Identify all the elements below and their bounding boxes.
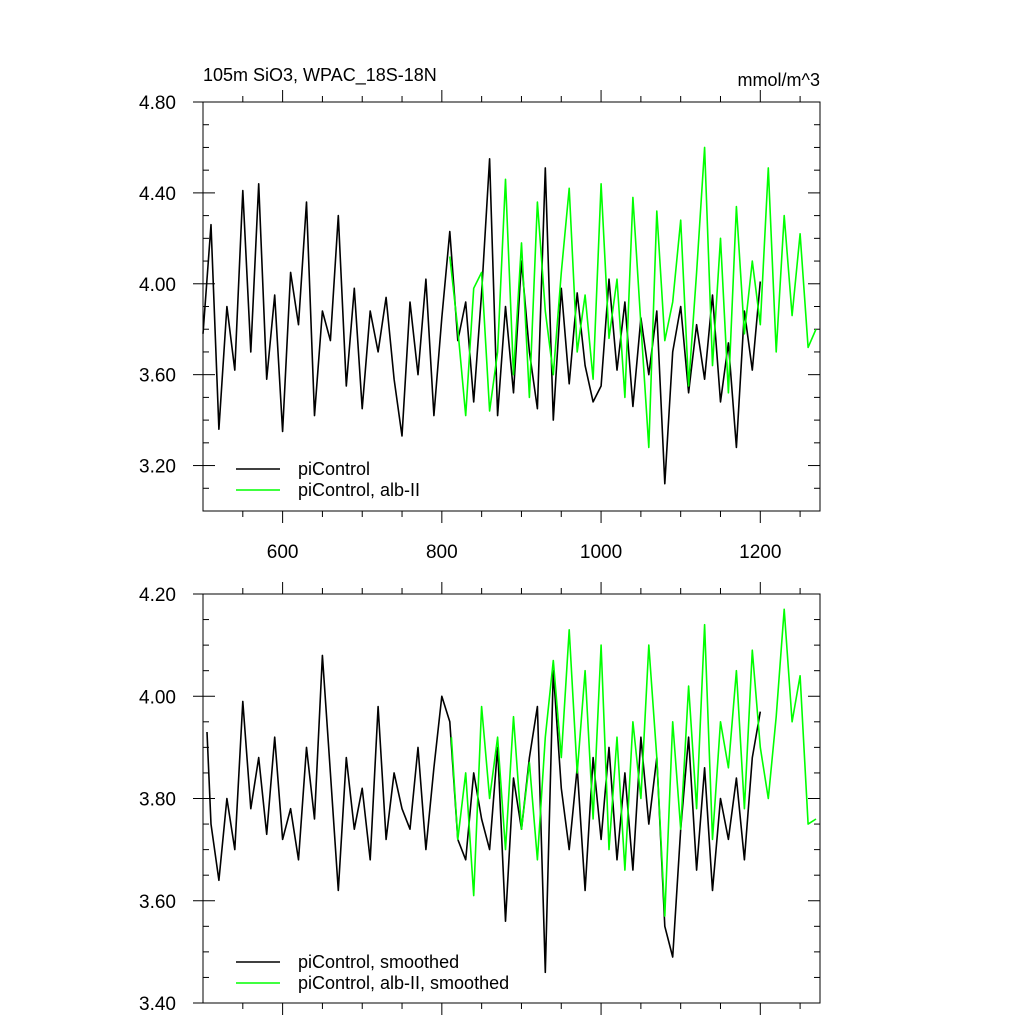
bottom-y-tick-label: 4.00 [139, 687, 176, 708]
top-x-tick-label: 800 [426, 542, 458, 563]
bottom-series-line-alb-ii [450, 608, 817, 917]
top-y-tick-label: 4.40 [139, 184, 176, 205]
bottom-panel-ticks: 3.40 3.60 3.80 4.00 4.20 [139, 582, 820, 1015]
top-x-tick-label: 1200 [739, 542, 781, 563]
bottom-panel-series [206, 608, 817, 974]
top-panel-series [202, 146, 817, 485]
top-x-tick-label: 1000 [580, 542, 622, 563]
top-panel: 105m SiO3, WPAC_18S-18N mmol/m^3 3.20 3.6… [139, 65, 821, 563]
bottom-y-tick-label: 3.40 [139, 994, 176, 1015]
legend-label-alb-ii-smoothed: piControl, alb-II, smoothed [298, 973, 509, 993]
top-plot-frame [202, 101, 821, 512]
bottom-y-tick-label: 3.60 [139, 892, 176, 913]
top-series-line-picontrol [202, 158, 762, 485]
bottom-series-line-picontrol [206, 654, 762, 974]
top-panel-units: mmol/m^3 [738, 70, 820, 90]
bottom-y-tick-label: 3.80 [139, 790, 176, 811]
bottom-panel: 3.40 3.60 3.80 4.00 4.20 piControl, smoothed… [139, 582, 821, 1015]
top-y-tick-label: 4.00 [139, 275, 176, 296]
legend-label-picontrol: piControl [298, 459, 370, 479]
bottom-y-tick-label: 4.20 [139, 585, 176, 606]
top-panel-ticks: 3.20 3.60 4.00 4.40 4.80 600 800 1000 1200 [139, 90, 820, 563]
legend-label-alb-ii: piControl, alb-II [298, 480, 420, 500]
top-y-tick-label: 3.20 [139, 457, 176, 478]
top-y-tick-label: 4.80 [139, 93, 176, 114]
top-series-line-alb-ii [449, 146, 817, 449]
legend-label-picontrol-smoothed: piControl, smoothed [298, 952, 459, 972]
top-y-tick-label: 3.60 [139, 366, 176, 387]
bottom-plot-frame [202, 593, 821, 1004]
top-panel-title: 105m SiO3, WPAC_18S-18N [203, 65, 437, 86]
bottom-legend: piControl, smoothed piControl, alb-II, s… [236, 952, 509, 993]
top-legend: piControl piControl, alb-II [236, 459, 420, 500]
top-x-tick-label: 600 [267, 542, 299, 563]
